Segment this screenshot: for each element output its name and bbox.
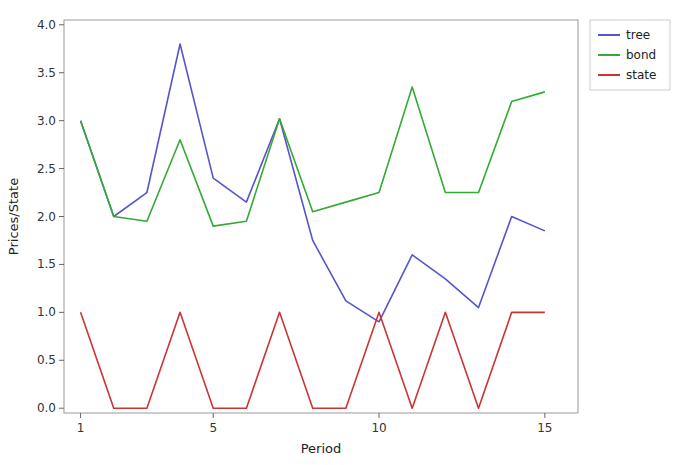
x-axis-label: Period xyxy=(301,441,342,456)
y-tick xyxy=(59,408,64,409)
y-tick xyxy=(59,120,64,121)
y-tick xyxy=(59,72,64,73)
legend-label: tree xyxy=(626,28,650,42)
series-line xyxy=(81,44,545,322)
x-tick xyxy=(80,413,81,418)
y-tick xyxy=(59,24,64,25)
y-axis-label: Prices/State xyxy=(6,178,21,255)
legend-swatch xyxy=(598,54,620,56)
x-tick xyxy=(213,413,214,418)
y-tick-label: 0.5 xyxy=(37,353,56,367)
legend-label: bond xyxy=(626,48,656,62)
x-tick xyxy=(379,413,380,418)
page: {"chart_data": {"type": "line", "xlabel"… xyxy=(0,0,678,465)
x-tick-label: 1 xyxy=(77,421,85,435)
series-line xyxy=(81,312,545,408)
x-tick-label: 5 xyxy=(209,421,217,435)
axes: 1510150.00.51.01.52.02.53.03.54.0 xyxy=(37,18,553,435)
y-tick xyxy=(59,168,64,169)
y-tick-label: 3.0 xyxy=(37,114,56,128)
y-tick-label: 2.0 xyxy=(37,210,56,224)
y-tick-label: 0.0 xyxy=(37,401,56,415)
x-tick-label: 15 xyxy=(537,421,552,435)
legend-swatch xyxy=(598,34,620,36)
legend-swatch xyxy=(598,74,620,76)
x-tick xyxy=(544,413,545,418)
y-tick xyxy=(59,312,64,313)
legend-label: state xyxy=(626,68,656,82)
y-tick xyxy=(59,264,64,265)
plot-frame xyxy=(64,20,578,413)
chart: 1510150.00.51.01.52.02.53.03.54.0PeriodP… xyxy=(0,0,678,465)
y-tick xyxy=(59,360,64,361)
y-tick-label: 3.5 xyxy=(37,66,56,80)
y-tick-label: 1.0 xyxy=(37,305,56,319)
legend: tree bond state xyxy=(590,20,670,90)
y-tick xyxy=(59,216,64,217)
y-tick-label: 4.0 xyxy=(37,18,56,32)
series-group xyxy=(81,44,545,408)
legend-box xyxy=(590,20,670,90)
y-tick-label: 1.5 xyxy=(37,257,56,271)
x-tick-label: 10 xyxy=(371,421,386,435)
y-tick-label: 2.5 xyxy=(37,162,56,176)
series-line xyxy=(81,87,545,226)
